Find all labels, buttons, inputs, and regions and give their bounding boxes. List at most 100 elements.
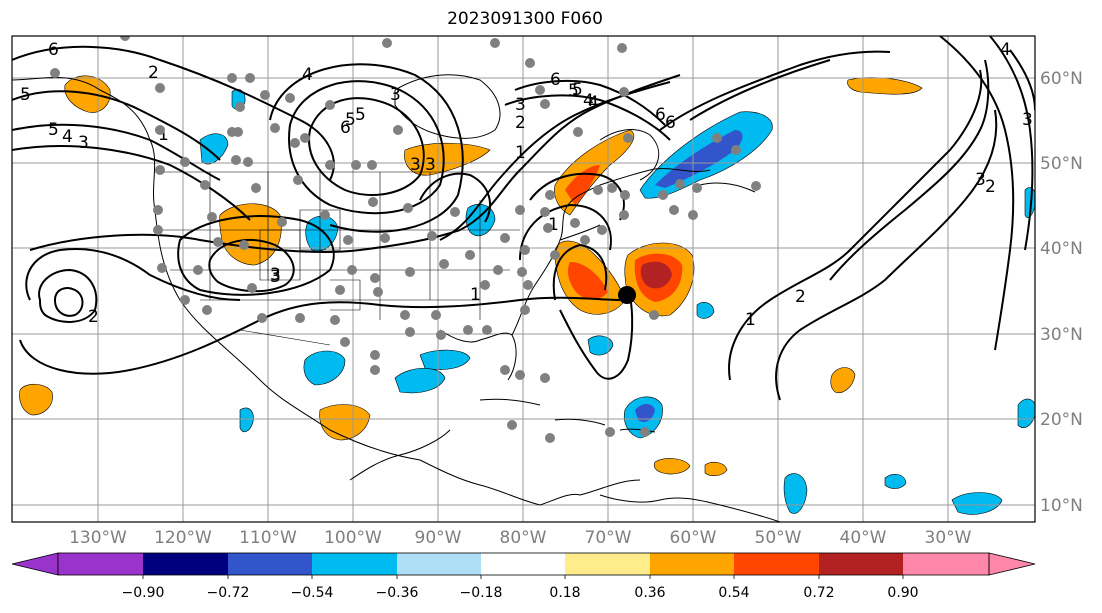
lat-label: 50°N	[1040, 154, 1083, 174]
contour-label: 3	[410, 155, 421, 175]
contour-label: 5	[48, 120, 59, 140]
colorbar-segment	[481, 553, 565, 575]
lon-label: 100°W	[324, 528, 382, 548]
orange-shade-caribbean2	[704, 461, 728, 476]
colorbar-tick-label: 0.72	[803, 585, 834, 601]
colorbar-tick-label: 0.18	[549, 585, 580, 601]
contour-label: 6	[340, 118, 351, 138]
contour-label: 3	[270, 267, 281, 287]
latitude-labels: 60°N 50°N 40°N 30°N 20°N 10°N	[1040, 69, 1083, 516]
red-shade-eastcoast	[568, 262, 608, 300]
colorbar-segment	[565, 553, 650, 575]
lon-label: 30°W	[925, 528, 972, 548]
contour-label: 2	[795, 287, 806, 307]
contour-label: 1	[515, 143, 526, 163]
blue-shade-tropatl3	[884, 474, 907, 489]
contour-label: 5	[572, 80, 583, 100]
contour-label: 5	[345, 110, 356, 130]
geopotential-contours	[12, 36, 1035, 401]
lon-label: 40°W	[840, 528, 887, 548]
contour-label: 6	[48, 40, 59, 60]
lat-label: 30°N	[1040, 325, 1083, 345]
lat-label: 10°N	[1040, 496, 1083, 516]
contour-label: 6	[550, 70, 561, 90]
colorbar-segment	[734, 553, 819, 575]
contour-label: 6	[655, 105, 666, 125]
colorbar-tick-label: −0.90	[122, 585, 165, 601]
royalblue-shade-hispaniola	[635, 404, 655, 422]
contour-label: 5	[20, 85, 31, 105]
contour-labels: 6 5 4 3 1 2 3 5 6 3 5 4 3 1 6 5 4 3 6 1 …	[20, 40, 1033, 330]
contour-label: 1	[548, 215, 559, 235]
contour-label: 1	[745, 310, 756, 330]
redorange-shade-quebec	[565, 165, 600, 205]
blue-shade-hudsonbay	[199, 133, 229, 165]
contour-label: 4	[588, 93, 599, 113]
lon-label: 110°W	[239, 528, 297, 548]
blue-shade-tropatl2	[783, 473, 808, 514]
blue-shade-tropatl	[951, 492, 1003, 515]
contour-label: 4	[62, 127, 73, 147]
colorbar: −0.90 −0.72 −0.54 −0.36 −0.18 0.18 0.36 …	[11, 552, 1036, 601]
blue-shade-bahamas	[587, 335, 614, 356]
blue-shade-eastatlantic2	[1017, 398, 1035, 429]
colorbar-tick-label: −0.36	[376, 585, 419, 601]
political-borders	[155, 171, 560, 346]
blue-shade-midatl	[696, 302, 715, 319]
colorbar-tick-label: 0.54	[718, 585, 749, 601]
contour-label: 1	[158, 125, 169, 145]
colorbar-segment	[650, 553, 734, 575]
contour-label: 2	[148, 63, 159, 83]
lat-label: 60°N	[1040, 69, 1083, 89]
contour-label: 2	[985, 177, 996, 197]
blue-shade-gulf3	[419, 349, 471, 370]
colorbar-tick-label: −0.72	[207, 585, 250, 601]
contour-label: 5	[568, 81, 579, 101]
storm-center-marker	[618, 286, 636, 304]
contour-label: 6	[665, 113, 676, 133]
blue-shade-gulf	[303, 350, 346, 386]
colorbar-tick-label: −0.54	[291, 585, 334, 601]
colorbar-tick-label: 0.90	[887, 585, 918, 601]
contour-label: 2	[515, 113, 526, 133]
lon-label: 90°W	[415, 528, 462, 548]
royalblue-shade-labrador	[655, 130, 743, 188]
contour-label: 3	[78, 133, 89, 153]
colorbar-segment	[143, 553, 228, 575]
contour-label: 3	[390, 85, 401, 105]
orange-shade-hudson	[404, 142, 491, 176]
contour-label: 5	[355, 105, 366, 125]
contour-label: 3	[975, 170, 986, 190]
contour-label: 3	[515, 95, 526, 115]
lon-label: 120°W	[154, 528, 212, 548]
lon-label: 130°W	[69, 528, 127, 548]
longitude-labels: 130°W 120°W 110°W 100°W 90°W 80°W 70°W 6…	[69, 528, 972, 548]
colorbar-extend-high	[988, 552, 1036, 576]
colorbar-tick-label: 0.36	[634, 585, 665, 601]
lon-label: 60°W	[670, 528, 717, 548]
map-frame	[11, 35, 1036, 523]
orange-shade-pacific	[19, 383, 53, 416]
contour-label: 4	[583, 91, 594, 111]
contour-label: 4	[302, 65, 313, 85]
contour-label: 3	[270, 265, 281, 285]
colorbar-extend-low	[11, 552, 59, 576]
station-dots	[50, 36, 761, 443]
contour-label: 3	[1022, 110, 1033, 130]
contour-label: 3	[425, 155, 436, 175]
blue-shade-gulf2	[394, 367, 446, 394]
lon-label: 50°W	[755, 528, 802, 548]
lon-label: 80°W	[500, 528, 547, 548]
contour-label: 4	[1000, 40, 1011, 60]
blue-shade-eastpac	[239, 407, 254, 433]
contour-label: 1	[470, 285, 481, 305]
colorbar-segment	[397, 553, 481, 575]
colorbar-tick-label: −0.18	[460, 585, 503, 601]
colorbar-segment	[58, 553, 143, 575]
orange-shade-midatlantic	[830, 367, 856, 393]
lon-label: 70°W	[585, 528, 632, 548]
lat-label: 20°N	[1040, 410, 1083, 430]
plot-title: 2023091300 F060	[447, 9, 603, 29]
darkred-shade-atlantic	[640, 261, 672, 289]
